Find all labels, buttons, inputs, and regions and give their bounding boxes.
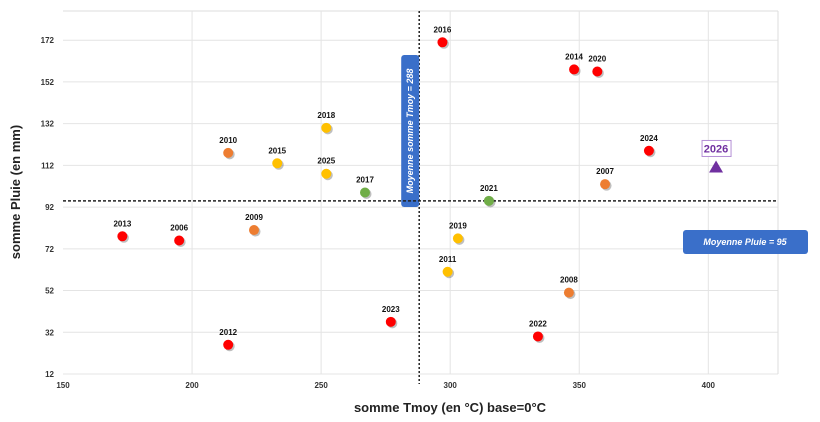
point-label: 2017: [356, 176, 374, 185]
data-point: [600, 179, 611, 190]
data-point: [569, 64, 580, 75]
y-tick-label: 72: [45, 245, 54, 254]
point-label: 2016: [434, 25, 452, 34]
point-label: 2012: [219, 328, 237, 337]
data-point: [249, 225, 260, 236]
data-point: [532, 331, 543, 342]
x-tick-label: 300: [444, 381, 458, 390]
reference-lines: Moyenne somme Tmoy = 288 Moyenne Pluie = …: [63, 11, 808, 384]
point-label: 2015: [268, 146, 286, 155]
data-point: [117, 231, 128, 242]
mean-pluie-box: [683, 230, 808, 254]
point-label: 2022: [529, 319, 547, 328]
point-label: 2010: [219, 136, 237, 145]
data-point: [360, 187, 371, 198]
highlight-label: 2026: [704, 143, 728, 155]
mean-tmoy-label: Moyenne somme Tmoy = 288: [405, 69, 415, 194]
point-label: 2018: [317, 111, 335, 120]
data-point: [437, 37, 448, 48]
point-label: 2011: [439, 255, 457, 264]
data-points: 2016 2014 2020 2024 2007 2021 2019 2011 2008 2022…: [113, 25, 732, 352]
highlight-triangle-marker: [709, 160, 724, 173]
point-label: 2006: [170, 223, 188, 232]
data-point: [223, 147, 234, 158]
data-point: [223, 339, 234, 350]
point-label: 2019: [449, 221, 467, 230]
y-tick-label: 32: [45, 328, 54, 337]
x-axis-title: somme Tmoy (en °C) base=0°C: [354, 400, 547, 415]
y-tick-label: 132: [41, 120, 55, 129]
point-label: 2007: [596, 167, 614, 176]
point-label: 2021: [480, 184, 498, 193]
data-point: [592, 66, 603, 77]
point-label: 2009: [245, 213, 263, 222]
point-label: 2008: [560, 276, 578, 285]
mean-tmoy-box: [401, 55, 420, 207]
data-point: [321, 168, 332, 179]
point-label: 2023: [382, 305, 400, 314]
tick-labels: 12 32 52 72 92 112 132 152 172 150 200 250 300 350 400: [41, 36, 716, 390]
mean-pluie-label: Moyenne Pluie = 95: [703, 237, 787, 247]
data-point: [643, 145, 654, 156]
data-point: [321, 122, 332, 133]
highlight-label-box: [701, 139, 732, 157]
x-tick-label: 150: [56, 381, 70, 390]
point-label: 2013: [113, 219, 131, 228]
x-tick-label: 400: [702, 381, 716, 390]
y-axis-title: somme Pluie (en mm): [8, 125, 23, 259]
y-tick-label: 112: [41, 161, 54, 170]
data-point: [385, 316, 396, 327]
y-tick-label: 92: [45, 203, 54, 212]
point-label: 2025: [317, 157, 335, 166]
y-tick-label: 52: [45, 287, 54, 296]
point-label: 2024: [640, 134, 658, 143]
x-tick-label: 200: [185, 381, 199, 390]
data-point: [272, 158, 283, 169]
data-point: [452, 233, 463, 244]
y-tick-label: 12: [45, 370, 54, 379]
data-point: [442, 266, 453, 277]
x-tick-label: 250: [314, 381, 328, 390]
y-tick-label: 172: [41, 36, 55, 45]
data-point: [563, 287, 574, 298]
y-tick-label: 152: [41, 78, 55, 87]
point-label: 2020: [588, 55, 606, 64]
data-point: [483, 195, 494, 206]
grid: [63, 10, 779, 375]
data-point: [174, 235, 185, 246]
point-label: 2014: [565, 52, 583, 61]
x-tick-label: 350: [573, 381, 587, 390]
